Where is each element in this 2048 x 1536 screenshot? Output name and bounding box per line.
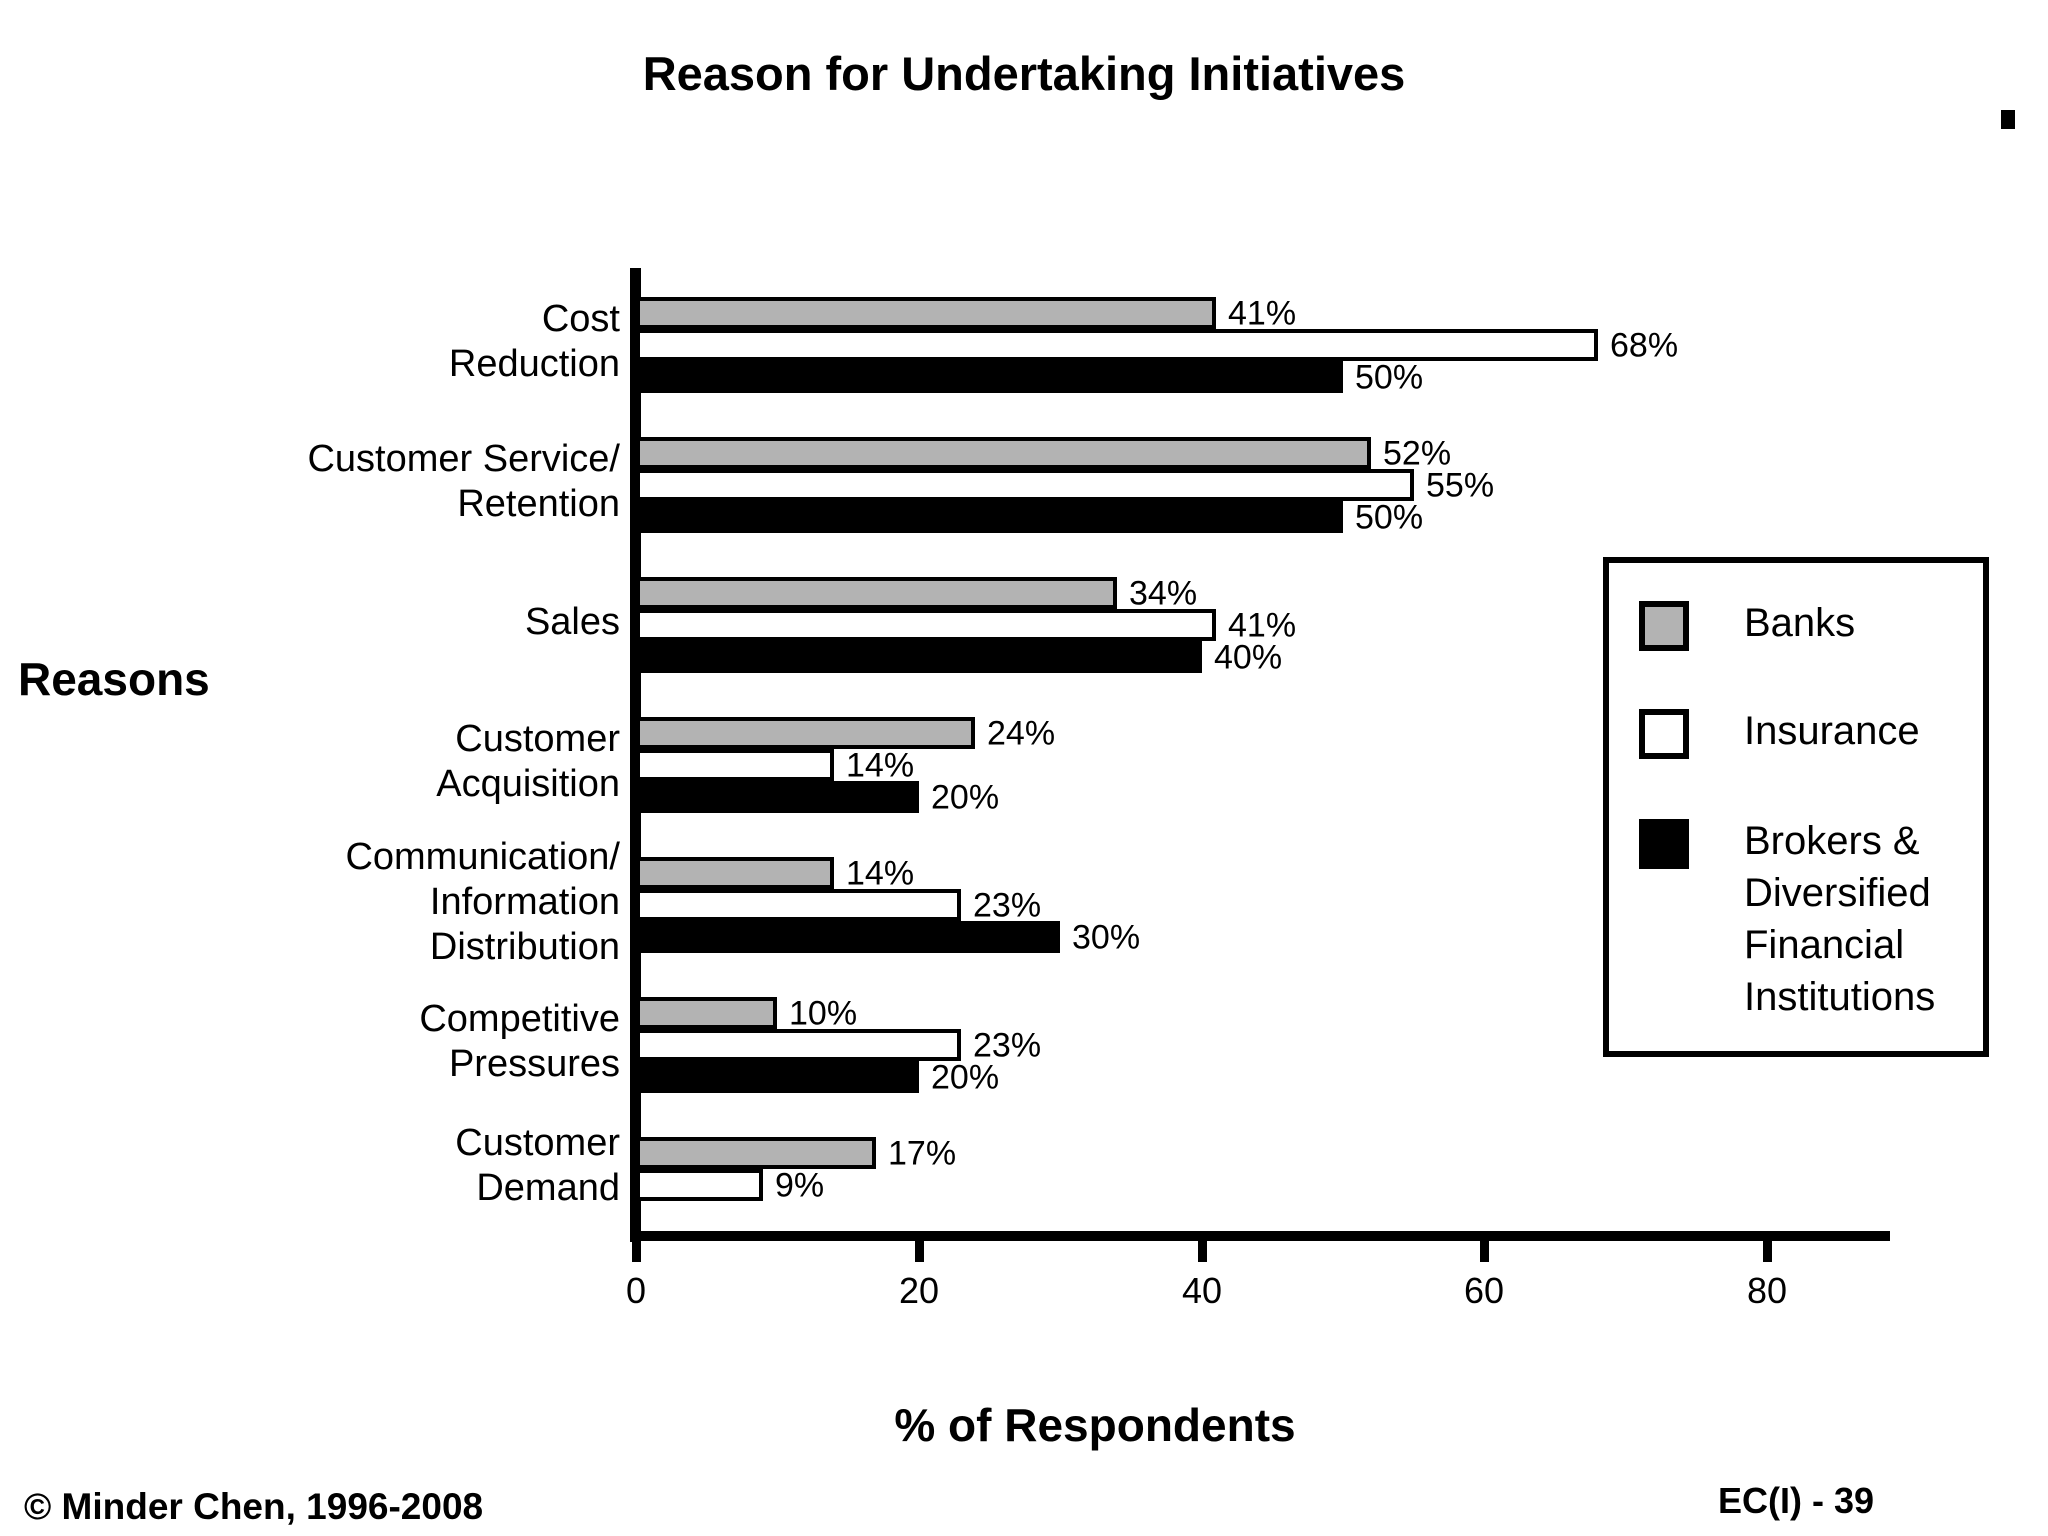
- x-axis-tick: [632, 1235, 641, 1262]
- bar-insurance: [636, 329, 1598, 361]
- legend-label: Banks: [1744, 601, 1856, 645]
- y-axis-title: Reasons: [18, 653, 210, 705]
- bar-insurance: [636, 469, 1414, 501]
- legend-item-banks: Banks: [1639, 597, 1989, 651]
- bar-value-label: 52%: [1383, 434, 1452, 473]
- category-label: Customer Service/ Retention: [307, 438, 620, 525]
- banks-swatch-icon: [1639, 601, 1689, 651]
- bar-value-label: 20%: [931, 778, 1000, 817]
- bar-brokers: [636, 781, 919, 813]
- x-axis-tick: [1763, 1235, 1772, 1262]
- x-axis-tick-label: 40: [1181, 1270, 1223, 1311]
- legend-label: Insurance: [1744, 709, 1920, 753]
- bar-banks: [636, 857, 834, 889]
- bar-insurance: [636, 1169, 763, 1201]
- legend-label: Brokers & Diversified Financial Institut…: [1744, 819, 1936, 1019]
- bar-value-label: 40%: [1214, 638, 1283, 677]
- bar-value-label: 20%: [931, 1058, 1000, 1097]
- bar-value-label: 17%: [888, 1134, 957, 1173]
- brokers-swatch-icon: [1639, 819, 1689, 869]
- x-axis-tick: [1480, 1235, 1489, 1262]
- bar-value-label: 50%: [1355, 358, 1424, 397]
- category-label: Competitive Pressures: [419, 998, 620, 1085]
- slide-number: EC(I) - 39: [1718, 1480, 1875, 1521]
- x-axis-tick-label: 0: [625, 1270, 647, 1311]
- bar-insurance: [636, 889, 961, 921]
- bar-brokers: [636, 921, 1060, 953]
- bar-value-label: 23%: [973, 1026, 1042, 1065]
- bar-value-label: 41%: [1228, 606, 1297, 645]
- chart-title: Reason for Undertaking Initiatives: [642, 47, 1406, 100]
- category-label: Customer Demand: [455, 1122, 620, 1209]
- bar-value-label: 55%: [1426, 466, 1495, 505]
- legend: Banks Insurance Brokers & Diversified Fi…: [1603, 557, 1989, 1057]
- bar-brokers: [636, 501, 1343, 533]
- bar-insurance: [636, 609, 1216, 641]
- bar-banks: [636, 437, 1371, 469]
- bar-brokers: [636, 1061, 919, 1093]
- bar-value-label: 10%: [789, 994, 858, 1033]
- corner-dot: [2001, 110, 2015, 129]
- x-axis-title: % of Respondents: [894, 1399, 1296, 1451]
- x-axis-tick-label: 80: [1746, 1270, 1788, 1311]
- category-label: Customer Acquisition: [436, 718, 620, 805]
- bar-banks: [636, 1137, 876, 1169]
- bar-value-label: 14%: [846, 746, 915, 785]
- category-label: Sales: [524, 601, 620, 643]
- bar-value-label: 24%: [987, 714, 1056, 753]
- copyright-text: © Minder Chen, 1996-2008: [24, 1486, 484, 1527]
- bar-banks: [636, 997, 777, 1029]
- x-axis-tick: [1198, 1235, 1207, 1262]
- bar-value-label: 68%: [1610, 326, 1679, 365]
- y-axis-line: [630, 268, 641, 1242]
- legend-item-brokers: Brokers & Diversified Financial Institut…: [1639, 815, 1989, 1023]
- bar-value-label: 30%: [1072, 918, 1141, 957]
- bar-brokers: [636, 641, 1202, 673]
- bar-value-label: 14%: [846, 854, 915, 893]
- insurance-swatch-icon: [1639, 709, 1689, 759]
- bar-insurance: [636, 749, 834, 781]
- bar-insurance: [636, 1029, 961, 1061]
- category-label: Communication/ Information Distribution: [345, 836, 620, 968]
- bar-banks: [636, 717, 975, 749]
- bar-banks: [636, 297, 1216, 329]
- x-axis-tick: [915, 1235, 924, 1262]
- x-axis-tick-label: 20: [898, 1270, 940, 1311]
- x-axis-tick-label: 60: [1463, 1270, 1505, 1311]
- category-label: Cost Reduction: [448, 298, 620, 385]
- bar-value-label: 41%: [1228, 294, 1297, 333]
- legend-item-insurance: Insurance: [1639, 705, 1989, 759]
- bar-value-label: 9%: [775, 1166, 825, 1205]
- bar-brokers: [636, 361, 1343, 393]
- bar-value-label: 23%: [973, 886, 1042, 925]
- bar-value-label: 34%: [1129, 574, 1198, 613]
- bar-banks: [636, 577, 1117, 609]
- x-axis-line: [630, 1231, 1890, 1241]
- bar-value-label: 50%: [1355, 498, 1424, 537]
